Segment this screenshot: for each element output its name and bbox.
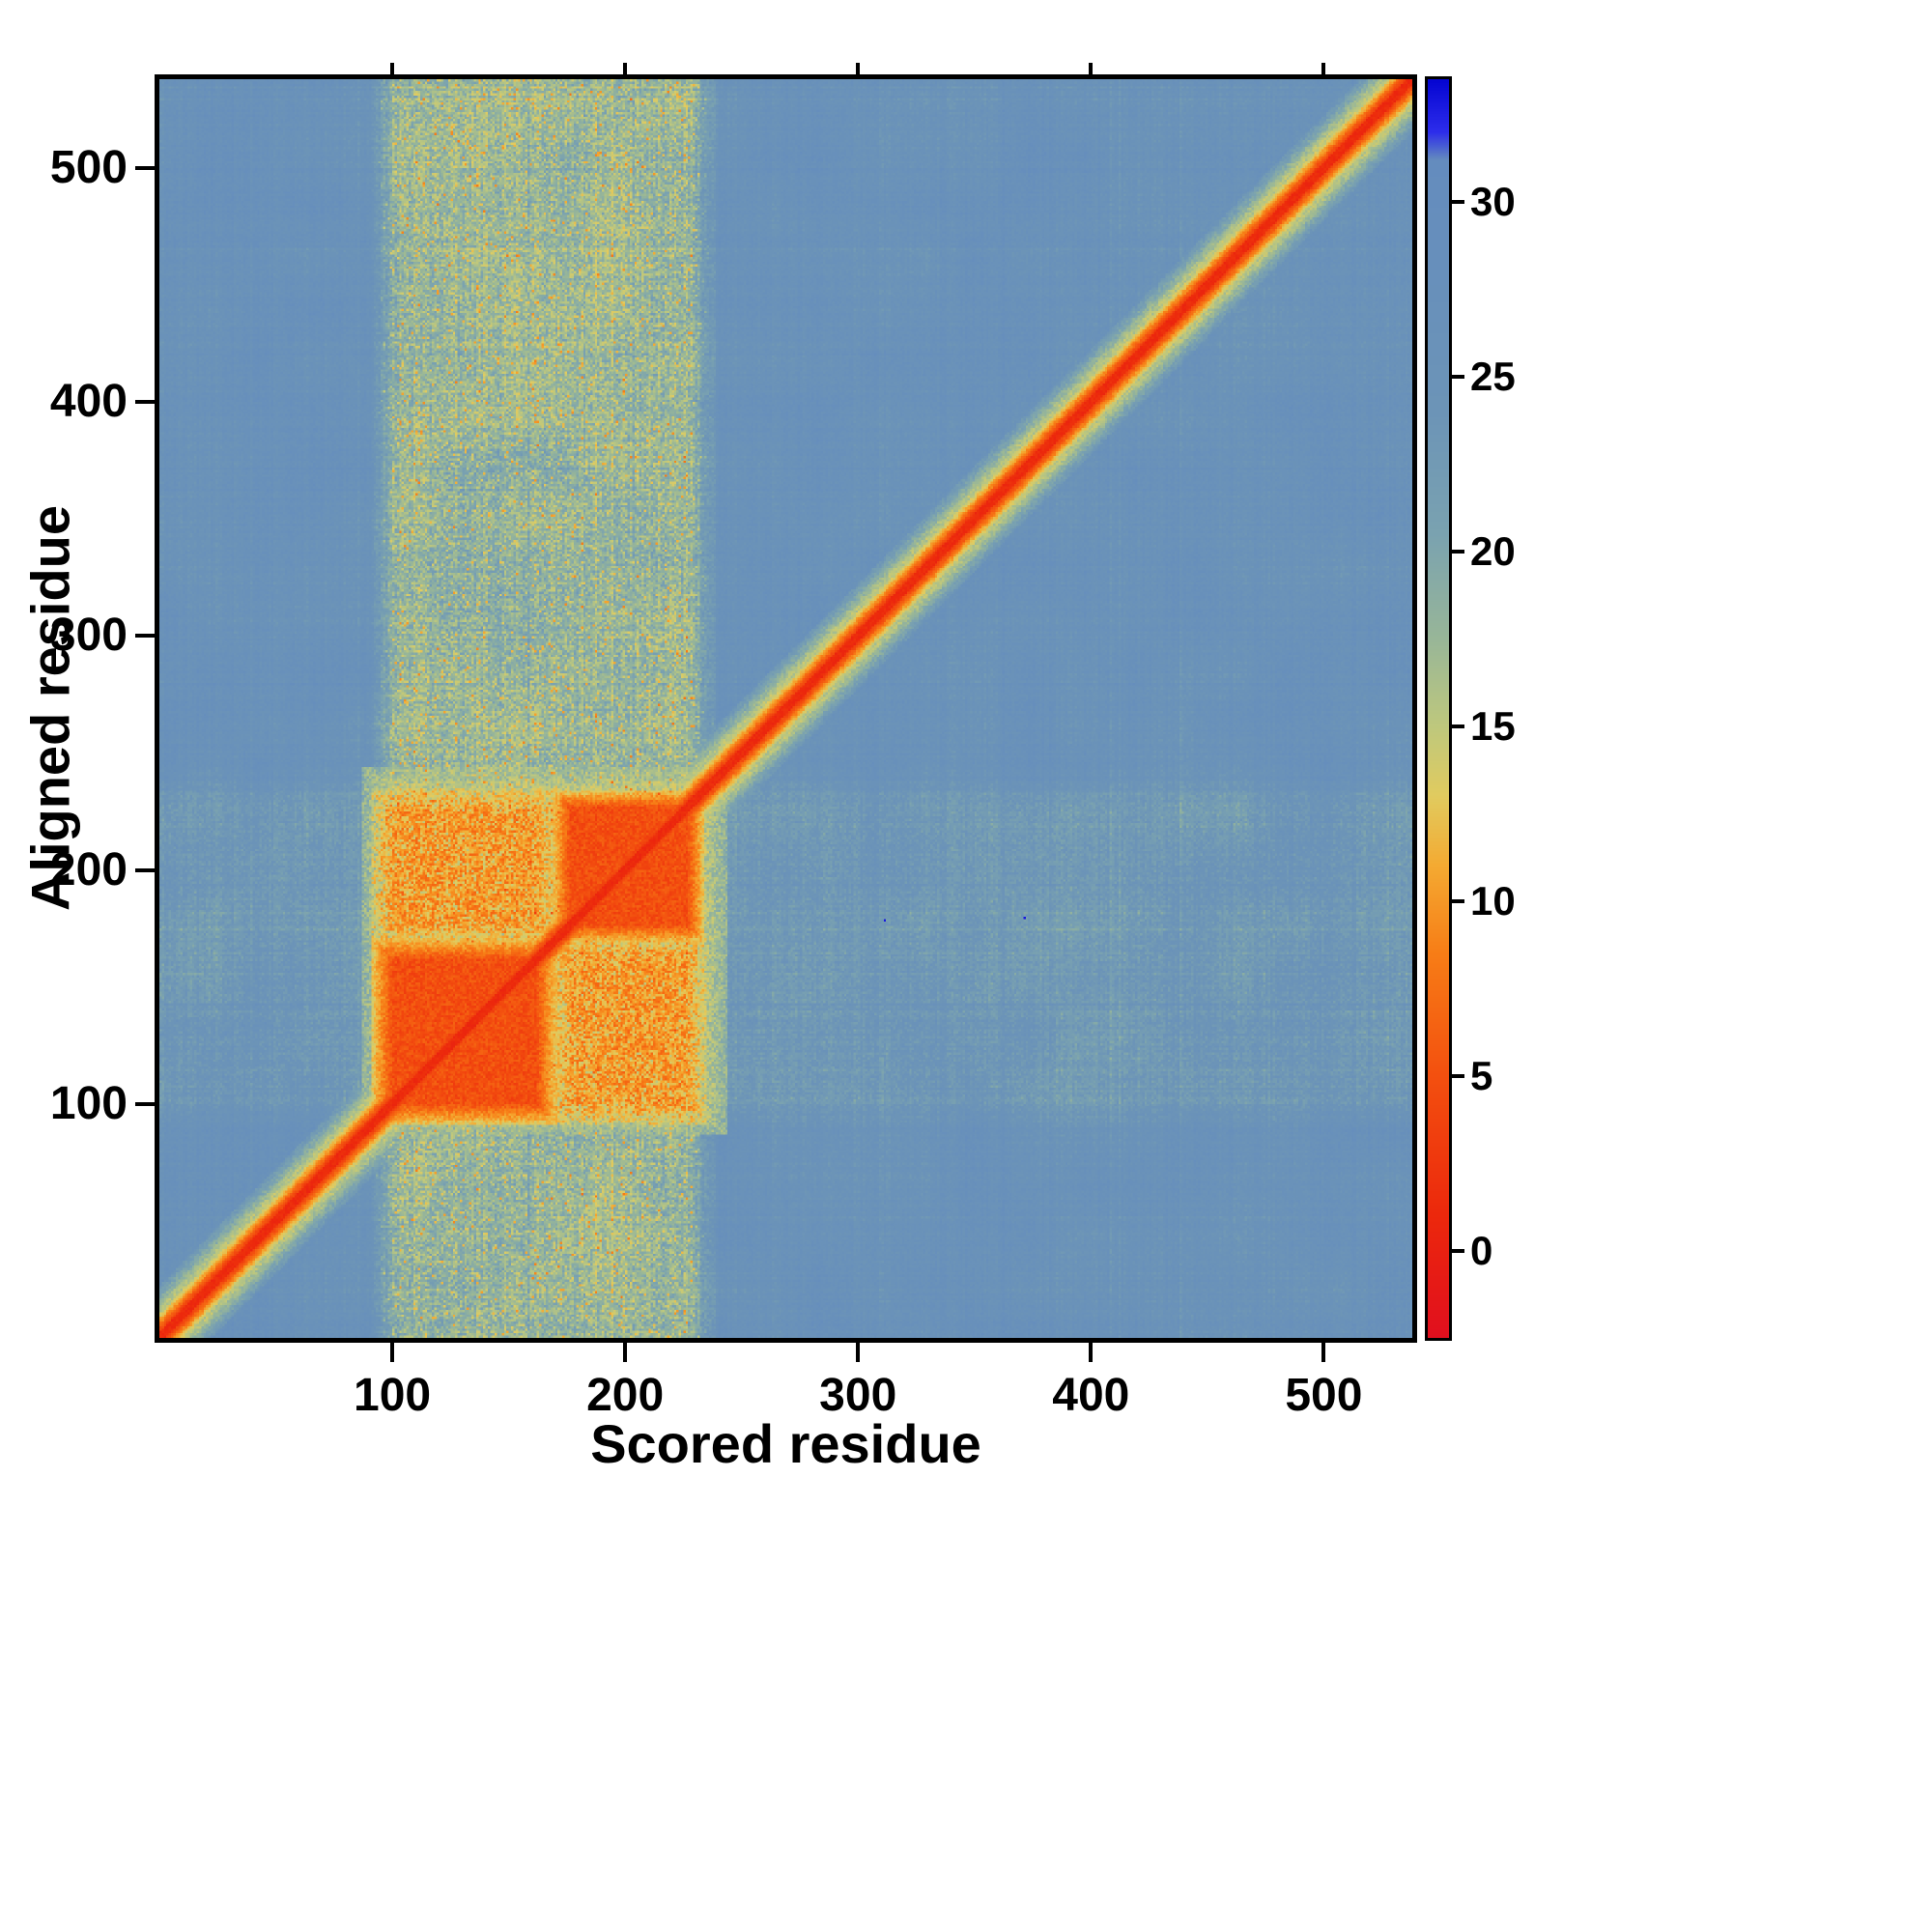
- x-tick-label: 400: [1052, 1370, 1130, 1421]
- heatmap-canvas: [159, 79, 1412, 1338]
- x-axis-top-tick: [856, 63, 861, 74]
- y-axis-tick: [135, 867, 155, 872]
- colorbar-tick-label: 30: [1470, 178, 1516, 224]
- colorbar-tick: [1452, 549, 1464, 554]
- y-tick-label: 400: [49, 376, 128, 428]
- x-axis-tick: [1321, 1343, 1326, 1362]
- x-axis-top-tick: [1089, 63, 1094, 74]
- x-tick-label: 200: [586, 1370, 665, 1421]
- y-tick-label: 100: [49, 1077, 128, 1129]
- x-axis-top-tick: [1321, 63, 1326, 74]
- colorbar-tick-label: 15: [1470, 702, 1516, 749]
- x-axis-tick: [1089, 1343, 1094, 1362]
- x-tick-label: 300: [819, 1370, 897, 1421]
- x-axis-tick: [856, 1343, 861, 1362]
- y-axis-tick: [135, 166, 155, 171]
- colorbar-tick: [1452, 1248, 1464, 1253]
- x-axis-title: Scored residue: [590, 1413, 981, 1474]
- colorbar-tick-label: 25: [1470, 353, 1516, 399]
- colorbar: [1425, 76, 1452, 1341]
- y-axis-tick: [135, 634, 155, 639]
- y-tick-label: 200: [49, 843, 128, 895]
- colorbar-tick-label: 20: [1470, 527, 1516, 574]
- colorbar-tick: [1452, 898, 1464, 903]
- colorbar-tick-label: 5: [1470, 1052, 1493, 1098]
- y-axis-tick: [135, 1101, 155, 1106]
- x-axis-tick: [623, 1343, 628, 1362]
- y-axis-tick: [135, 400, 155, 405]
- colorbar-tick: [1452, 199, 1464, 204]
- y-tick-label: 500: [49, 142, 128, 194]
- colorbar-tick: [1452, 1073, 1464, 1078]
- colorbar-tick: [1452, 374, 1464, 379]
- x-tick-label: 100: [354, 1370, 432, 1421]
- x-axis-top-tick: [390, 63, 395, 74]
- colorbar-tick-label: 10: [1470, 877, 1516, 923]
- colorbar-tick-label: 0: [1470, 1227, 1493, 1273]
- colorbar-canvas: [1428, 79, 1449, 1338]
- plot-area: [155, 74, 1417, 1343]
- colorbar-tick: [1452, 724, 1464, 728]
- y-tick-label: 300: [49, 610, 128, 662]
- x-axis-tick: [390, 1343, 395, 1362]
- x-tick-label: 500: [1285, 1370, 1363, 1421]
- x-axis-top-tick: [623, 63, 628, 74]
